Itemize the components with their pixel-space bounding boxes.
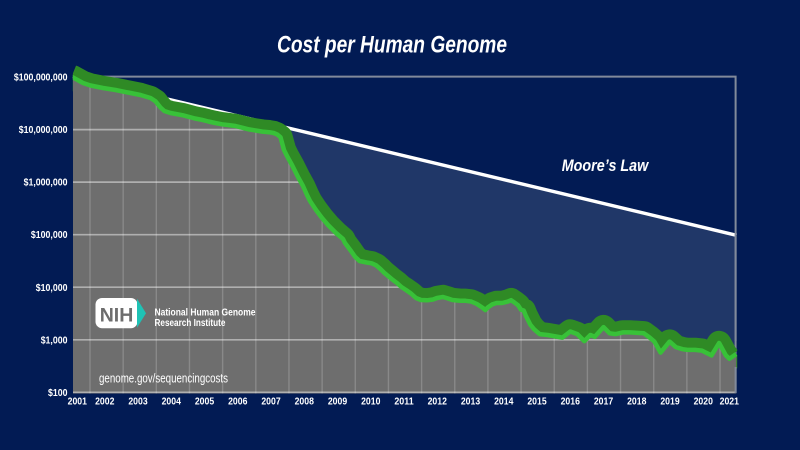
svg-text:2003: 2003 xyxy=(128,396,148,407)
svg-text:2002: 2002 xyxy=(95,396,115,407)
svg-text:$1,000: $1,000 xyxy=(41,335,68,346)
svg-text:$10,000: $10,000 xyxy=(36,283,68,294)
svg-text:$100: $100 xyxy=(48,388,68,399)
svg-text:$1,000,000: $1,000,000 xyxy=(24,178,68,189)
svg-text:2013: 2013 xyxy=(461,396,481,407)
svg-text:2008: 2008 xyxy=(295,396,315,407)
svg-text:NIH: NIH xyxy=(100,305,134,327)
svg-text:$100,000: $100,000 xyxy=(31,230,68,241)
svg-text:2018: 2018 xyxy=(627,396,647,407)
svg-text:$10,000,000: $10,000,000 xyxy=(19,125,68,136)
svg-text:2021: 2021 xyxy=(720,396,740,407)
svg-text:National Human Genome: National Human Genome xyxy=(155,308,256,319)
svg-text:2014: 2014 xyxy=(494,396,514,407)
svg-text:$100,000,000: $100,000,000 xyxy=(14,73,68,84)
svg-text:2001: 2001 xyxy=(68,396,88,407)
svg-text:2011: 2011 xyxy=(394,396,414,407)
svg-text:Cost per Human Genome: Cost per Human Genome xyxy=(277,32,507,59)
svg-text:genome.gov/sequencingcosts: genome.gov/sequencingcosts xyxy=(99,372,228,386)
svg-text:2004: 2004 xyxy=(162,396,182,407)
svg-text:2006: 2006 xyxy=(228,396,248,407)
svg-text:2009: 2009 xyxy=(328,396,348,407)
svg-text:Moore’s Law: Moore’s Law xyxy=(562,157,650,175)
svg-text:2017: 2017 xyxy=(594,396,614,407)
svg-text:2010: 2010 xyxy=(361,396,381,407)
svg-text:Research Institute: Research Institute xyxy=(155,318,226,329)
svg-text:2012: 2012 xyxy=(428,396,448,407)
svg-text:2007: 2007 xyxy=(261,396,281,407)
svg-text:2020: 2020 xyxy=(694,396,714,407)
svg-text:2005: 2005 xyxy=(195,396,215,407)
svg-text:2019: 2019 xyxy=(660,396,680,407)
svg-text:2016: 2016 xyxy=(561,396,581,407)
svg-text:2015: 2015 xyxy=(527,396,547,407)
